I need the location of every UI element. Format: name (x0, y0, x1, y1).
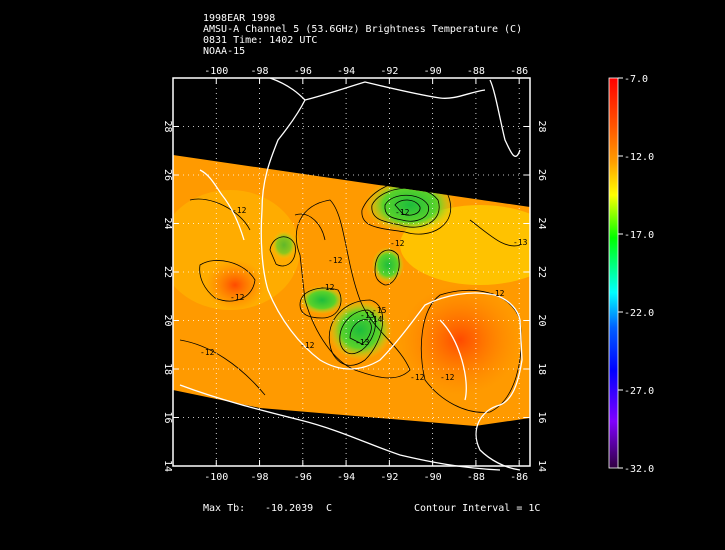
swath-green-tiny (272, 231, 296, 259)
contour-label: -12 (328, 256, 343, 265)
lat-labels-left: 14 16 18 20 22 24 26 28 (162, 120, 173, 472)
header-line-1: 1998EAR 1998 (203, 13, 276, 24)
swath-green-small (372, 247, 404, 283)
contour-line (294, 213, 326, 241)
contour-label: -12 (230, 293, 245, 302)
lon-label-bottom: -88 (467, 472, 485, 483)
lon-label-bottom: -100 (204, 472, 228, 483)
coastline-inner (439, 319, 467, 401)
lat-label-left: 16 (162, 411, 173, 423)
lat-label-right: 26 (536, 169, 547, 181)
colorbar-label: -32.0 (624, 464, 654, 475)
lat-label-right: 20 (536, 314, 547, 326)
lat-label-right: 22 (536, 266, 547, 278)
colorbar-label: -22.0 (624, 308, 654, 319)
swath-red-mexico (205, 260, 265, 310)
contour-label: -13 (360, 311, 375, 320)
contour-label: -15 (372, 306, 387, 315)
contour-label: -12 (390, 239, 405, 248)
lat-label-right: 14 (536, 460, 547, 472)
lat-label-right: 18 (536, 363, 547, 375)
contour-label: -12 (232, 206, 247, 215)
lon-label-top: -96 (294, 66, 312, 77)
contour-ring (374, 249, 400, 286)
lat-label-left: 20 (162, 314, 173, 326)
coastline-florida (489, 79, 521, 157)
contour-label: -12 (490, 289, 505, 298)
lon-label-top: -86 (510, 66, 528, 77)
header-line-4: NOAA-15 (203, 46, 246, 57)
lon-label-bottom: -92 (380, 472, 398, 483)
coastline-us-south (304, 81, 486, 101)
max-tb-unit: C (326, 503, 333, 514)
max-tb-label: Max Tb: (203, 503, 246, 514)
contour-label: -12 (200, 348, 215, 357)
contour-line (189, 198, 251, 231)
lon-label-top: -98 (251, 66, 269, 77)
colorbar-label: -12.0 (624, 152, 654, 163)
lon-labels-top: -100 -98 -96 -94 -92 -90 -88 -86 (204, 66, 528, 77)
contour-label: -12 (440, 373, 455, 382)
contour-label: -12 (395, 208, 410, 217)
contour-ring (299, 287, 342, 319)
contour-ring (371, 187, 440, 228)
contour-ring (269, 236, 296, 267)
swath-green-center (300, 286, 344, 314)
contour-labels: -12-12-12-13-12-12-12-13-12-12-12-14-15-… (200, 206, 528, 382)
swath-red-yucatan (400, 285, 520, 395)
lon-label-top: -100 (204, 66, 228, 77)
coastline (179, 77, 523, 471)
contour-label: -13 (355, 338, 370, 347)
contour-label: -14 (368, 315, 383, 324)
colorbar (608, 77, 619, 469)
lat-labels-right: 14 16 18 20 22 24 26 28 (536, 120, 547, 472)
lon-label-top: -94 (337, 66, 355, 77)
lon-label-bottom: -86 (510, 472, 528, 483)
lon-label-bottom: -90 (424, 472, 442, 483)
colorbar-label: -7.0 (624, 74, 648, 85)
lat-label-left: 26 (162, 169, 173, 181)
contour-label: -12 (320, 283, 335, 292)
swath-green-gulf (365, 177, 455, 233)
colorbar-label: -17.0 (624, 230, 654, 241)
contour-ring (361, 179, 451, 235)
contour-12-line (296, 199, 411, 379)
lat-label-left: 22 (162, 266, 173, 278)
lon-label-bottom: -94 (337, 472, 355, 483)
header-line-3: 0831 Time: 1402 UTC (203, 35, 318, 46)
contour-label: -12 (410, 373, 425, 382)
lon-label-bottom: -96 (294, 472, 312, 483)
contour-ring (349, 319, 372, 345)
contour-line (469, 219, 521, 247)
contour-12-mexico (199, 260, 256, 302)
colorbar-ticks: -7.0 -12.0 -17.0 -22.0 -27.0 -32.0 (618, 74, 654, 475)
lat-label-left: 28 (162, 120, 173, 132)
swath-field (173, 155, 530, 426)
lat-label-right: 16 (536, 411, 547, 423)
contour-label: -13 (513, 238, 528, 247)
lat-label-right: 28 (536, 120, 547, 132)
contour-ring (339, 309, 376, 355)
lon-label-top: -88 (467, 66, 485, 77)
max-tb-value: -10.2039 (265, 503, 314, 514)
header-line-2: AMSU-A Channel 5 (53.6GHz) Brightness Te… (203, 24, 523, 35)
contour-ring (384, 194, 429, 222)
contour-line (179, 339, 266, 396)
lat-label-left: 24 (162, 217, 173, 229)
lon-label-top: -90 (424, 66, 442, 77)
contour-ring (394, 199, 421, 216)
colorbar-label: -27.0 (624, 386, 654, 397)
lon-label-top: -92 (380, 66, 398, 77)
lon-labels-bottom: -100 -98 -96 -94 -92 -90 -88 -86 (204, 472, 528, 483)
contour-label: -12 (300, 341, 315, 350)
lat-label-right: 24 (536, 217, 547, 229)
coastline-gulf (260, 77, 523, 406)
lon-label-bottom: -98 (251, 472, 269, 483)
contour-interval: Contour Interval = 1C (414, 503, 541, 514)
frame-ticks (173, 78, 530, 467)
lat-label-left: 14 (162, 460, 173, 472)
coastline-pacific (179, 384, 501, 471)
lat-label-left: 18 (162, 363, 173, 375)
